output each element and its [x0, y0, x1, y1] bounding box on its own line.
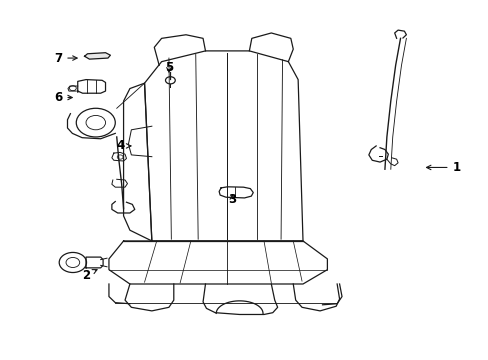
Text: 7: 7 [54, 51, 77, 64]
Text: 1: 1 [426, 161, 460, 174]
Text: 4: 4 [116, 139, 130, 152]
Text: 3: 3 [228, 193, 236, 206]
Text: 6: 6 [54, 91, 72, 104]
Text: 2: 2 [82, 269, 97, 282]
Polygon shape [84, 53, 110, 59]
Text: 5: 5 [164, 60, 173, 73]
